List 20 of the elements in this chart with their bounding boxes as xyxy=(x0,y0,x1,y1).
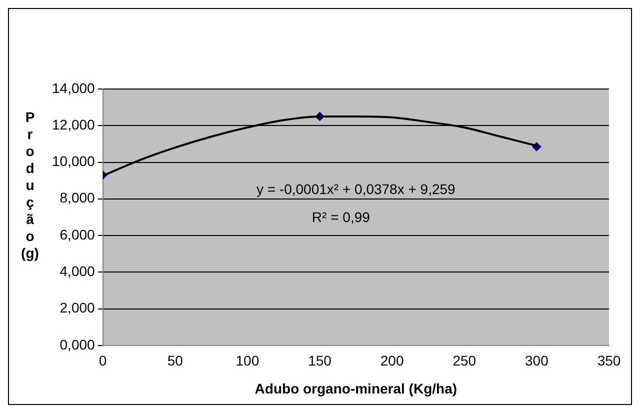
y-tick-label: 0,000 xyxy=(60,336,96,352)
y-tick-label: 8,000 xyxy=(60,190,96,206)
x-tick-label: 300 xyxy=(525,352,549,369)
x-tick-label: 0 xyxy=(98,352,107,369)
y-tick-label: 4,000 xyxy=(60,263,96,279)
x-tick-label: 50 xyxy=(167,352,184,369)
x-tick-label: 100 xyxy=(236,352,260,369)
annotation: R² = 0,99 xyxy=(312,209,370,225)
x-axis-title: Adubo organo-mineral (Kg/ha) xyxy=(254,380,458,396)
y-tick-label: 6,000 xyxy=(60,226,96,242)
annotation: y = -0,0001x² + 0,0378x + 9,259 xyxy=(256,181,456,197)
y-tick-label: 10,000 xyxy=(52,153,96,170)
y-tick-label: 14,000 xyxy=(52,80,96,96)
y-tick-label: 2,000 xyxy=(60,300,96,316)
x-tick-label: 350 xyxy=(597,352,621,369)
x-tick-label: 150 xyxy=(308,352,332,369)
x-tick-label: 250 xyxy=(452,352,476,369)
text: Produção (g) xyxy=(21,109,39,261)
x-tick-label: 200 xyxy=(380,352,404,369)
y-tick-label: 12,000 xyxy=(52,116,96,132)
